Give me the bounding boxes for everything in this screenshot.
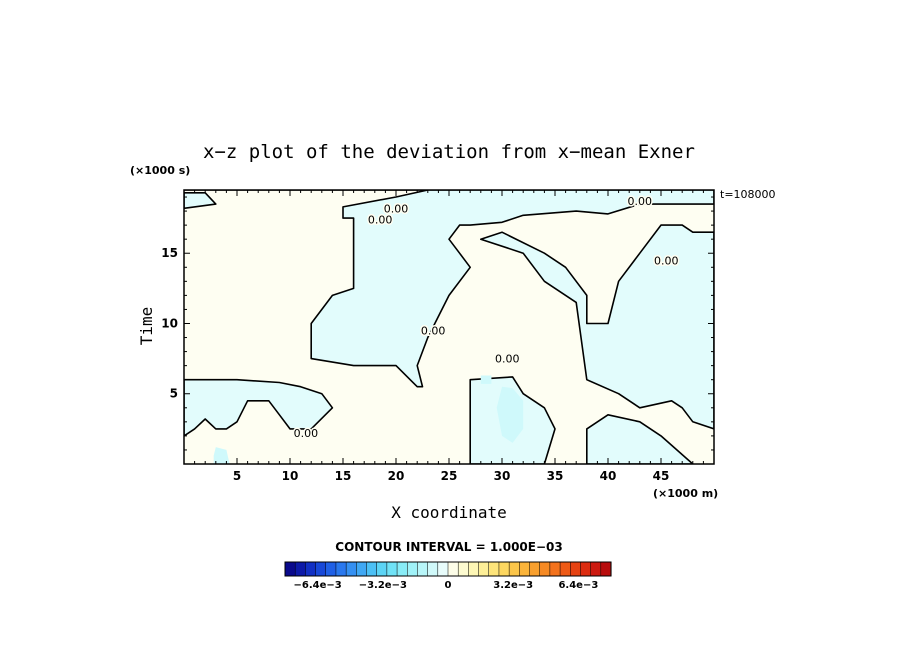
colorbar-tick-labels: −6.4e−3 −3.2e−3 0 3.2e−3 6.4e−3 (293, 580, 598, 591)
colorbar-cell (570, 561, 581, 577)
colorbar-cell (356, 561, 368, 577)
colorbar-cell (529, 561, 541, 577)
y-axis-ticks: 5 10 15 (161, 196, 714, 451)
contour-region-6 (496, 386, 524, 443)
contour-interval-text: CONTOUR INTERVAL = 1.000E−03 (335, 540, 562, 554)
contour-label-4: 0.00 (421, 325, 446, 338)
colorbar-cell (294, 561, 306, 577)
contour-label-2: 0.00 (368, 214, 393, 227)
colorbar-cell (539, 561, 551, 577)
x-tick-label: 45 (653, 469, 670, 483)
colorbar-cell (447, 561, 459, 577)
x-unit-label: (×1000 m) (653, 487, 718, 500)
colorbar-cell (376, 561, 388, 577)
colorbar-cell (396, 561, 408, 577)
x-tick-label: 40 (600, 469, 617, 483)
colorbar-cell (580, 561, 592, 577)
colorbar-cell (284, 561, 296, 577)
colorbar-cell (345, 561, 357, 577)
colorbar-cell (335, 561, 347, 577)
colorbar-cell (519, 561, 531, 577)
y-tick-label: 5 (170, 387, 178, 401)
contour-region-2 (479, 224, 714, 430)
colorbar (284, 561, 612, 577)
colorbar-tick-label: 6.4e−3 (558, 580, 598, 591)
colorbar-cell (437, 561, 449, 577)
colorbar-cell (549, 561, 561, 577)
contour-region-5 (585, 413, 694, 464)
x-tick-label: 15 (335, 469, 352, 483)
colorbar-frame (284, 561, 612, 577)
colorbar-cell (559, 561, 571, 577)
colorbar-cell (478, 561, 490, 577)
y-unit-label: (×1000 s) (130, 164, 190, 177)
colorbar-cell (457, 561, 469, 577)
colorbar-tick-label: 3.2e−3 (493, 580, 533, 591)
y-tick-label: 15 (161, 246, 178, 260)
contour-region-0 (184, 190, 714, 388)
contour-label-5: 0.00 (495, 353, 520, 366)
colorbar-cell (590, 561, 602, 577)
contour-label-0: 0.00 (384, 202, 409, 215)
contour-label-1: 0.00 (628, 195, 653, 208)
colorbar-cell (315, 561, 327, 577)
contour-region-8 (480, 375, 492, 384)
y-tick-label: 10 (161, 316, 178, 330)
colorbar-cell (508, 561, 520, 577)
contour-region-7 (213, 447, 230, 464)
colorbar-tick-label: 0 (445, 580, 452, 591)
x-tick-label: 25 (441, 469, 458, 483)
colorbar-cell (386, 561, 398, 577)
contour-labels: 0.000.000.000.000.000.000.00 (292, 194, 680, 442)
x-tick-label: 20 (388, 469, 405, 483)
colorbar-cell (498, 561, 510, 577)
contour-regions (184, 190, 714, 464)
time-stamp: t=108000 (720, 188, 776, 201)
x-tick-label: 30 (494, 469, 511, 483)
colorbar-cell (305, 561, 317, 577)
colorbar-cell (417, 561, 429, 577)
colorbar-cell (600, 561, 612, 577)
x-tick-label: 35 (547, 469, 564, 483)
colorbar-cell (488, 561, 500, 577)
contour-label-3: 0.00 (654, 254, 679, 267)
contour-label-6: 0.00 (294, 427, 319, 440)
colorbar-cell (427, 561, 439, 577)
x-axis-ticks: 5 10 15 20 25 30 35 40 45 (194, 190, 704, 483)
x-tick-label: 5 (233, 469, 241, 483)
colorbar-cell (407, 561, 418, 577)
x-axis-label: X coordinate (391, 503, 507, 522)
colorbar-cell (325, 561, 337, 577)
colorbar-tick-label: −3.2e−3 (359, 580, 407, 591)
colorbar-cell (468, 561, 480, 577)
colorbar-tick-label: −6.4e−3 (293, 580, 341, 591)
chart-title: x−z plot of the deviation from x−mean Ex… (203, 141, 695, 163)
y-axis-label: Time (137, 307, 156, 346)
colorbar-cell (366, 561, 378, 577)
x-tick-label: 10 (282, 469, 299, 483)
contour-region-3 (184, 378, 334, 437)
contour-region-1 (184, 192, 217, 210)
